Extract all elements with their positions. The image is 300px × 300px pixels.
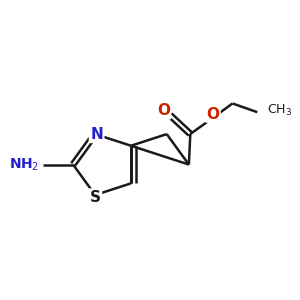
Text: N: N — [90, 127, 103, 142]
Text: CH$_3$: CH$_3$ — [266, 103, 292, 118]
Text: NH$_2$: NH$_2$ — [9, 156, 39, 173]
Text: S: S — [90, 190, 101, 205]
Text: O: O — [206, 107, 220, 122]
Text: O: O — [157, 103, 170, 118]
